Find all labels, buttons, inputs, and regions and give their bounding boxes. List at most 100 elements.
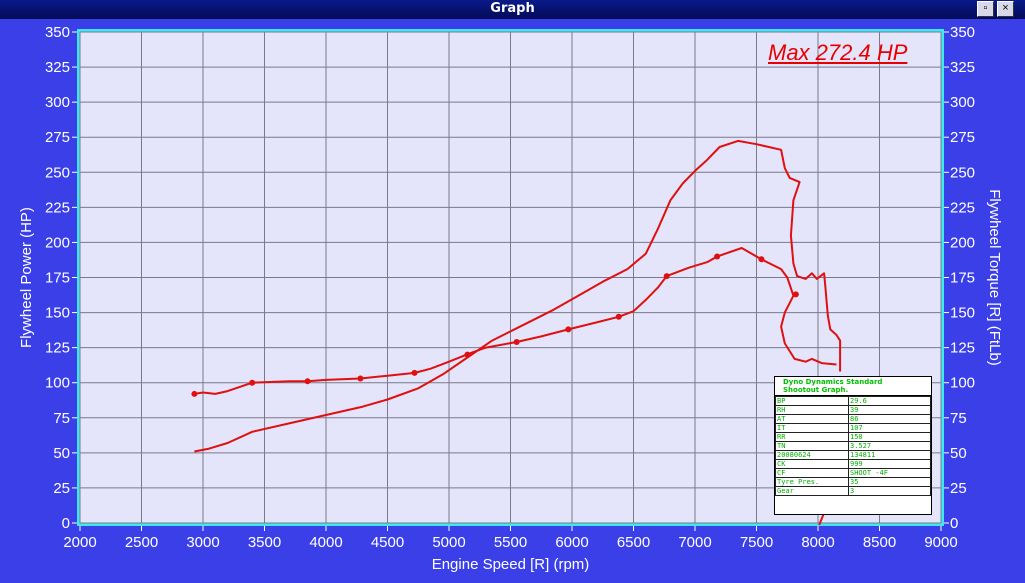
info-row: RH 39 xyxy=(775,405,931,415)
window-title: Graph xyxy=(490,1,535,16)
info-value: 39 xyxy=(848,405,931,415)
y-tick-label-left: 350 xyxy=(45,24,70,41)
y-tick-label-left: 25 xyxy=(53,480,70,497)
x-tick-label: 7000 xyxy=(678,534,711,551)
x-tick-label: 2500 xyxy=(125,534,158,551)
x-tick-label: 6000 xyxy=(555,534,588,551)
y-tick-label-left: 200 xyxy=(45,234,70,251)
x-tick-label: 6500 xyxy=(617,534,650,551)
info-key: TN xyxy=(775,441,849,451)
y-tick-label-left: 75 xyxy=(53,410,70,427)
info-key: 20080624 xyxy=(775,450,849,460)
data-point-marker xyxy=(615,313,622,320)
info-value: SHOOT -4F xyxy=(848,468,931,478)
y-tick-label-right: 150 xyxy=(950,305,975,322)
y-tick-label-right: 250 xyxy=(950,164,975,181)
info-value: 150 xyxy=(848,432,931,442)
info-value: 86 xyxy=(848,414,931,424)
info-key: RR xyxy=(775,432,849,442)
info-row: 20080624 134811 xyxy=(775,450,931,460)
restore-window-icon[interactable]: ▫ xyxy=(977,1,994,17)
info-table: BP 29.6 RH 39 AT 86 IT 107 RR 150 TN 3.527 20080624 1… xyxy=(775,396,931,496)
info-box-header: Dyno Dynamics Standard Shootout Graph. xyxy=(775,377,931,396)
info-row: BP 29.6 xyxy=(775,396,931,406)
y-tick-label-left: 0 xyxy=(62,515,70,532)
y-tick-label-left: 325 xyxy=(45,59,70,76)
x-tick-label: 3000 xyxy=(186,534,219,551)
x-tick-label: 9000 xyxy=(924,534,957,551)
y-tick-label-right: 25 xyxy=(950,480,967,497)
close-window-icon[interactable]: × xyxy=(997,1,1014,17)
y-tick-label-left: 275 xyxy=(45,129,70,146)
data-point-marker xyxy=(304,378,311,385)
y-tick-label-right: 125 xyxy=(950,340,975,357)
x-tick-label: 8000 xyxy=(801,534,834,551)
x-tick-label: 7500 xyxy=(740,534,773,551)
y-tick-label-right: 300 xyxy=(950,94,975,111)
y-tick-label-left: 125 xyxy=(45,340,70,357)
torque-curve-line xyxy=(194,247,837,395)
y-tick-label-right: 275 xyxy=(950,129,975,146)
info-box-header-line-1: Dyno Dynamics Standard xyxy=(783,378,883,386)
x-tick-label: 5000 xyxy=(432,534,465,551)
y-tick-label-right: 200 xyxy=(950,234,975,251)
info-key: Gear xyxy=(775,486,849,496)
y-tick-label-right: 325 xyxy=(950,59,975,76)
x-tick-label: 5500 xyxy=(494,534,527,551)
y-tick-label-left: 225 xyxy=(45,199,70,216)
info-row: CF SHOOT -4F xyxy=(775,468,931,478)
x-tick-label: 2000 xyxy=(63,534,96,551)
info-key: CK xyxy=(775,459,849,469)
y-tick-label-right: 350 xyxy=(950,24,975,41)
y-tick-label-right: 0 xyxy=(950,515,958,532)
info-value: 134811 xyxy=(848,450,931,460)
info-value: 3.527 xyxy=(848,441,931,451)
y-tick-label-right: 75 xyxy=(950,410,967,427)
data-point-marker xyxy=(191,390,198,397)
info-value: 35 xyxy=(848,477,931,487)
info-key: BP xyxy=(775,396,849,406)
data-point-marker xyxy=(464,351,471,358)
info-row: TN 3.527 xyxy=(775,441,931,451)
info-value: 107 xyxy=(848,423,931,433)
info-value: 3 xyxy=(848,486,931,496)
max-power-annotation: Max 272.4 HP xyxy=(768,40,908,65)
y-tick-label-right: 175 xyxy=(950,270,975,287)
y-tick-label-right: 50 xyxy=(950,445,967,462)
info-value: 29.6 xyxy=(848,396,931,406)
data-point-marker xyxy=(411,369,418,376)
info-key: IT xyxy=(775,423,849,433)
y-axis-label-right: Flywheel Torque [R] (FtLb) xyxy=(986,189,1003,365)
info-row: RR 150 xyxy=(775,432,931,442)
y-tick-label-left: 50 xyxy=(53,445,70,462)
x-axis-label: Engine Speed [R] (rpm) xyxy=(432,556,590,573)
dyno-info-box: Dyno Dynamics Standard Shootout Graph. B… xyxy=(774,376,932,515)
data-point-marker xyxy=(714,253,721,260)
y-tick-label-left: 100 xyxy=(45,375,70,392)
x-tick-label: 8500 xyxy=(863,534,896,551)
info-key: Tyre Pres. xyxy=(775,477,849,487)
y-axis-label-left: Flywheel Power (HP) xyxy=(18,207,35,348)
y-tick-label-left: 300 xyxy=(45,94,70,111)
data-point-marker xyxy=(758,256,765,263)
power-curve-line xyxy=(194,139,842,453)
y-tick-label-right: 225 xyxy=(950,199,975,216)
info-row: Tyre Pres. 35 xyxy=(775,477,931,487)
x-tick-label: 3500 xyxy=(248,534,281,551)
y-tick-label-left: 150 xyxy=(45,305,70,322)
data-point-marker xyxy=(513,339,520,346)
info-row: AT 86 xyxy=(775,414,931,424)
data-point-marker xyxy=(565,326,572,333)
title-bar: Graph ▫ × xyxy=(0,0,1025,19)
info-value: 999 xyxy=(848,459,931,469)
info-key: AT xyxy=(775,414,849,424)
y-tick-label-left: 250 xyxy=(45,164,70,181)
data-point-marker xyxy=(792,291,799,298)
y-tick-label-right: 100 xyxy=(950,375,975,392)
info-key: RH xyxy=(775,405,849,415)
info-key: CF xyxy=(775,468,849,478)
x-tick-label: 4500 xyxy=(371,534,404,551)
info-box-header-line-2: Shootout Graph. xyxy=(783,386,849,394)
info-row: IT 107 xyxy=(775,423,931,433)
